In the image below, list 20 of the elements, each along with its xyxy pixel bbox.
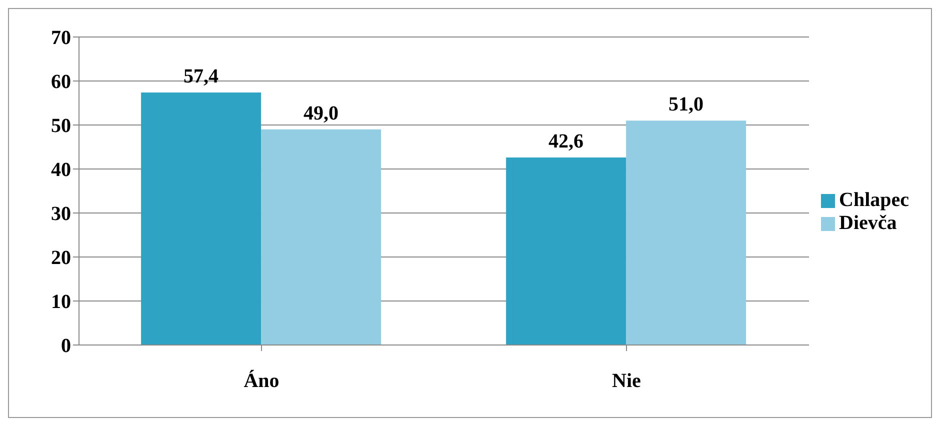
x-tick-label: Nie	[612, 370, 642, 392]
y-tick-label: 10	[51, 291, 71, 314]
y-tick-label: 20	[51, 247, 71, 270]
bar	[506, 158, 626, 345]
data-label: 42,6	[548, 130, 584, 153]
y-tick-label: 50	[51, 115, 71, 138]
legend-label: Chlapec	[839, 189, 909, 211]
y-tick-label: 0	[61, 335, 71, 358]
y-tick-label: 40	[51, 159, 71, 182]
bar	[141, 92, 262, 345]
bar	[626, 120, 746, 345]
x-tick-label: Áno	[244, 369, 280, 392]
y-tick-label: 70	[51, 27, 71, 50]
y-tick-label: 30	[51, 203, 71, 226]
y-tick-label: 60	[51, 71, 71, 94]
legend-label: Dievča	[839, 212, 897, 234]
bar	[261, 129, 382, 345]
data-label: 51,0	[668, 94, 704, 116]
data-label: 57,4	[184, 65, 219, 88]
data-label: 49,0	[304, 102, 339, 124]
